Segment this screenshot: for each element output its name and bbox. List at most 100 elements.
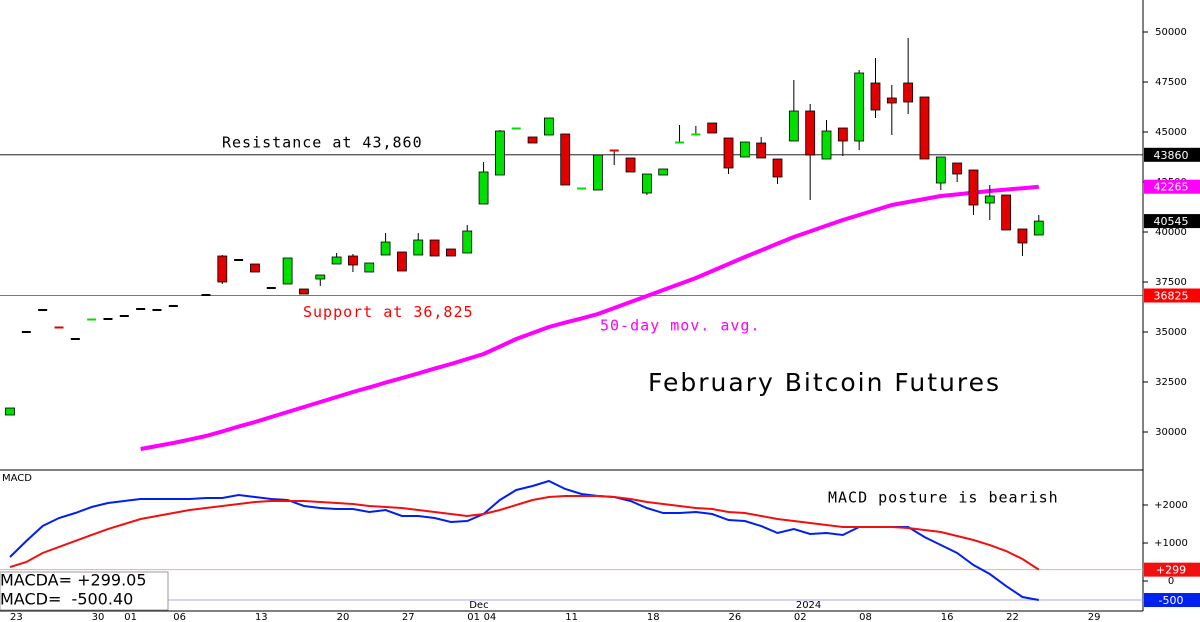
x-tick-label: 30 bbox=[92, 612, 105, 622]
candle-body bbox=[543, 117, 554, 136]
x-tick-label: 23 bbox=[10, 612, 23, 622]
y-tick-label: 47500 bbox=[1155, 77, 1187, 88]
x-tick-label: 26 bbox=[729, 612, 742, 622]
candle-body bbox=[641, 173, 652, 194]
readout: MACD= -500.40 bbox=[0, 590, 133, 609]
candle-body bbox=[739, 141, 750, 158]
candle-body bbox=[772, 158, 783, 178]
candle-body bbox=[625, 157, 636, 173]
candle-body bbox=[429, 239, 440, 257]
candle-body bbox=[250, 263, 260, 273]
candle-body bbox=[935, 156, 946, 184]
candle-body bbox=[788, 110, 799, 142]
candle-body bbox=[397, 251, 407, 272]
y-tick-label: 32500 bbox=[1155, 377, 1187, 388]
y-tick-label: 40000 bbox=[1155, 227, 1187, 238]
candle-body bbox=[723, 137, 734, 169]
level-badge-bg bbox=[1144, 147, 1200, 162]
candle-body bbox=[886, 97, 897, 104]
candle-body bbox=[560, 133, 571, 186]
month-label: Dec bbox=[469, 600, 488, 611]
x-tick-label: 27 bbox=[402, 612, 415, 622]
candle-body bbox=[707, 122, 718, 134]
candle-body bbox=[837, 127, 848, 142]
candle-body bbox=[299, 288, 309, 295]
candle-body bbox=[446, 248, 456, 257]
candle-body bbox=[592, 154, 603, 191]
x-tick-label: 20 bbox=[337, 612, 350, 622]
macd-badge-bg bbox=[1144, 593, 1200, 608]
y-tick-label: 37500 bbox=[1155, 277, 1187, 288]
x-tick-label: 02 bbox=[794, 612, 807, 622]
y-tick-label: 0 bbox=[1168, 576, 1174, 587]
candle-body bbox=[854, 72, 865, 142]
y-tick-label: 30000 bbox=[1155, 427, 1187, 438]
candle-body bbox=[984, 195, 995, 204]
y-tick-label: +1000 bbox=[1154, 538, 1188, 549]
level-badge-bg bbox=[1144, 288, 1200, 303]
candle-body bbox=[364, 262, 375, 273]
candle-body bbox=[919, 96, 930, 160]
x-tick-label: 01 bbox=[467, 612, 480, 622]
x-tick-label: 13 bbox=[255, 612, 268, 622]
readout-box bbox=[0, 571, 169, 611]
candle-body bbox=[380, 241, 391, 256]
level-label: Support at 36,825 bbox=[303, 303, 474, 321]
candle-body bbox=[1033, 220, 1044, 236]
macd-badge: +299 bbox=[1156, 564, 1186, 577]
y-tick-label: +2000 bbox=[1154, 500, 1188, 511]
level-badge: 36825 bbox=[1154, 290, 1189, 303]
candle-body bbox=[1017, 228, 1028, 244]
candle-body bbox=[5, 407, 15, 416]
x-tick-label: 01 bbox=[124, 612, 137, 622]
x-tick-label: 18 bbox=[647, 612, 660, 622]
y-tick-label: 50000 bbox=[1155, 27, 1187, 38]
moving-average bbox=[140, 184, 1039, 451]
candle-body bbox=[903, 82, 914, 103]
macd-badge: -500 bbox=[1159, 594, 1184, 607]
close-badge-bg bbox=[1144, 214, 1200, 229]
candle-body bbox=[952, 162, 963, 175]
candle-body bbox=[756, 142, 767, 159]
candle-body bbox=[348, 255, 358, 266]
candle-body bbox=[821, 130, 832, 160]
candle-body bbox=[1001, 194, 1012, 231]
candle-body bbox=[870, 82, 881, 111]
macd-title: MACD bbox=[2, 473, 32, 484]
x-tick-label: 16 bbox=[941, 612, 954, 622]
close-badge: 40545 bbox=[1154, 215, 1189, 228]
candle-body bbox=[805, 110, 816, 156]
candle-body bbox=[658, 168, 669, 176]
x-tick-label: 22 bbox=[1006, 612, 1019, 622]
ma-badge-bg bbox=[1144, 179, 1200, 194]
level-label: Resistance at 43,860 bbox=[222, 133, 423, 151]
candle-body bbox=[413, 239, 424, 256]
candle-body bbox=[494, 130, 505, 176]
candle-body bbox=[217, 255, 228, 283]
x-tick-label: 08 bbox=[859, 612, 872, 622]
candle-body bbox=[462, 230, 473, 254]
macd-line bbox=[9, 494, 1040, 571]
annotation: MACD posture is bearish bbox=[828, 489, 1059, 507]
candle-body bbox=[331, 256, 342, 265]
y-tick-label: 45000 bbox=[1155, 127, 1187, 138]
candle-body bbox=[968, 169, 979, 206]
ma-label: 50-day mov. avg. bbox=[600, 317, 761, 335]
x-tick-label: 11 bbox=[565, 612, 578, 622]
x-tick-label: 04 bbox=[484, 612, 497, 622]
readout: MACDA= +299.05 bbox=[0, 571, 147, 590]
macd-badge-bg bbox=[1144, 562, 1200, 577]
y-tick-label: 35000 bbox=[1155, 327, 1187, 338]
x-tick-label: 06 bbox=[173, 612, 186, 622]
candle-body bbox=[527, 136, 538, 144]
chart-title: February Bitcoin Futures bbox=[648, 368, 1001, 397]
candle-body bbox=[282, 257, 293, 285]
ma-badge: 42265 bbox=[1154, 181, 1189, 194]
candle-body bbox=[315, 274, 326, 280]
month-label: 2024 bbox=[796, 600, 821, 611]
level-badge: 43860 bbox=[1154, 149, 1189, 162]
candle-body bbox=[478, 171, 489, 205]
x-tick-label: 29 bbox=[1088, 612, 1101, 622]
